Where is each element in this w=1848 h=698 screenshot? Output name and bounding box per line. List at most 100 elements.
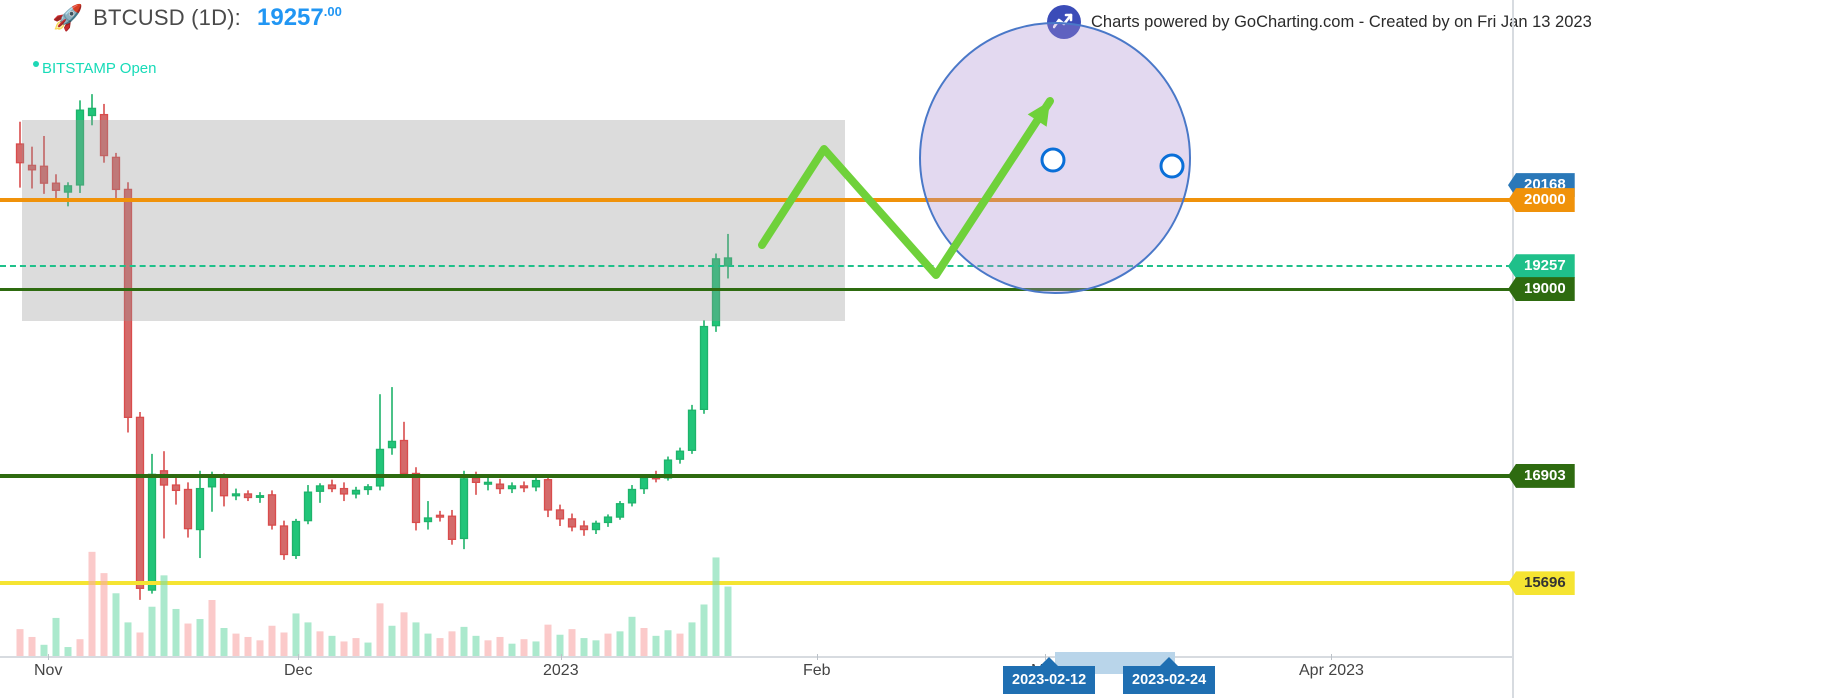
volume-bar xyxy=(616,631,624,656)
volume-bar xyxy=(592,640,600,656)
floor-line-15696[interactable] xyxy=(0,581,1512,586)
last-price-line-19257[interactable] xyxy=(0,265,1512,268)
volume-bar xyxy=(460,626,468,656)
candle-body[interactable] xyxy=(87,107,97,117)
candle-body[interactable] xyxy=(507,485,517,490)
volume-bar xyxy=(328,635,336,656)
series-legend-label: BITSTAMP Open xyxy=(42,60,157,77)
candle-body[interactable] xyxy=(699,325,709,410)
candle-body[interactable] xyxy=(543,479,553,511)
support2-price-badge[interactable]: 16903 xyxy=(1508,463,1575,488)
candle-body[interactable] xyxy=(627,488,637,504)
price-axis[interactable]: 2200021500210002050020000190001850018000… xyxy=(1512,0,1848,698)
candle-body[interactable] xyxy=(483,481,493,485)
resistance-price-badge[interactable]: 20000 xyxy=(1508,188,1575,213)
candle-body[interactable] xyxy=(591,522,601,531)
candle-body[interactable] xyxy=(171,484,181,492)
candle-body[interactable] xyxy=(15,143,25,164)
candle-body[interactable] xyxy=(327,484,337,490)
candle-body[interactable] xyxy=(687,409,697,451)
volume-bar xyxy=(412,622,420,656)
candle-body[interactable] xyxy=(27,164,37,171)
candle-body[interactable] xyxy=(711,258,721,327)
candlestick-series xyxy=(15,94,733,600)
candle-body[interactable] xyxy=(315,485,325,492)
header-last-price: 19257.00 xyxy=(257,4,342,32)
last-price-badge[interactable]: 19257 xyxy=(1508,254,1575,279)
volume-bar xyxy=(232,633,240,656)
volume-bar xyxy=(52,617,60,656)
candle-body[interactable] xyxy=(75,109,85,186)
date-range-start-badge[interactable]: 2023-02-12 xyxy=(1003,657,1096,694)
header-last-price-decimals: .00 xyxy=(323,4,342,19)
candle-body[interactable] xyxy=(243,493,253,499)
candle-body[interactable] xyxy=(159,470,169,486)
volume-bar xyxy=(256,640,264,656)
volume-bar xyxy=(628,616,636,656)
candle-body[interactable] xyxy=(495,483,505,490)
candle-body[interactable] xyxy=(639,477,649,490)
candle-body[interactable] xyxy=(519,485,529,489)
candle-body[interactable] xyxy=(351,489,361,495)
candle-body[interactable] xyxy=(423,517,433,523)
support-line-16903[interactable] xyxy=(0,473,1512,478)
candle-body[interactable] xyxy=(471,477,481,484)
candle-body[interactable] xyxy=(459,478,469,540)
candle-body[interactable] xyxy=(363,486,373,491)
candle-body[interactable] xyxy=(615,503,625,518)
candle-body[interactable] xyxy=(231,493,241,497)
series-legend[interactable]: BITSTAMP Open xyxy=(33,60,157,77)
floor-price-badge[interactable]: 15696 xyxy=(1508,571,1575,596)
candle-body[interactable] xyxy=(375,448,385,487)
chart-plot-area[interactable] xyxy=(0,0,1512,660)
candle-body[interactable] xyxy=(51,182,61,191)
candle-body[interactable] xyxy=(255,495,265,498)
volume-bar xyxy=(124,622,132,656)
support-line-19000[interactable] xyxy=(0,287,1512,291)
candle-body[interactable] xyxy=(663,459,673,479)
candle-body[interactable] xyxy=(279,525,289,556)
candle-body[interactable] xyxy=(291,520,301,557)
candle-body[interactable] xyxy=(411,472,421,524)
volume-bar xyxy=(376,603,384,656)
candle-body[interactable] xyxy=(435,514,445,518)
support-price-badge[interactable]: 19000 xyxy=(1508,277,1575,302)
candle-body[interactable] xyxy=(387,440,397,449)
candle-body[interactable] xyxy=(603,516,613,524)
candle-body[interactable] xyxy=(195,487,205,531)
candle-body[interactable] xyxy=(555,509,565,520)
volume-bar xyxy=(340,641,348,656)
volume-bar xyxy=(388,625,396,656)
volume-bar xyxy=(292,613,300,656)
volume-bar xyxy=(544,624,552,656)
volume-bar xyxy=(604,633,612,656)
candle-body[interactable] xyxy=(531,479,541,488)
candle-body[interactable] xyxy=(123,188,133,419)
candle-body[interactable] xyxy=(339,487,349,495)
volume-bar xyxy=(244,636,252,656)
candle-body[interactable] xyxy=(447,515,457,541)
candle-body[interactable] xyxy=(135,416,145,589)
volume-bar xyxy=(208,600,216,656)
candle-body[interactable] xyxy=(567,518,577,528)
volume-bar xyxy=(520,639,528,656)
candle-body[interactable] xyxy=(303,491,313,522)
resistance-line-20000[interactable] xyxy=(0,198,1512,203)
volume-bar xyxy=(508,643,516,656)
candle-body[interactable] xyxy=(399,439,409,475)
rocket-icon: 🚀 xyxy=(52,3,84,32)
candle-body[interactable] xyxy=(267,494,277,526)
candle-body[interactable] xyxy=(111,156,121,191)
date-range-end-badge[interactable]: 2023-02-24 xyxy=(1123,657,1216,694)
candle-body[interactable] xyxy=(579,525,589,531)
volume-bar xyxy=(88,551,96,656)
symbol-label[interactable]: BTCUSD (1D): xyxy=(93,5,241,30)
candle-body[interactable] xyxy=(183,488,193,530)
candle-body[interactable] xyxy=(39,165,49,184)
volume-bar xyxy=(364,642,372,656)
volume-bar xyxy=(112,593,120,656)
candle-body[interactable] xyxy=(63,185,73,193)
candle-body[interactable] xyxy=(675,450,685,460)
volume-bar xyxy=(352,638,360,656)
candle-body[interactable] xyxy=(99,113,109,157)
